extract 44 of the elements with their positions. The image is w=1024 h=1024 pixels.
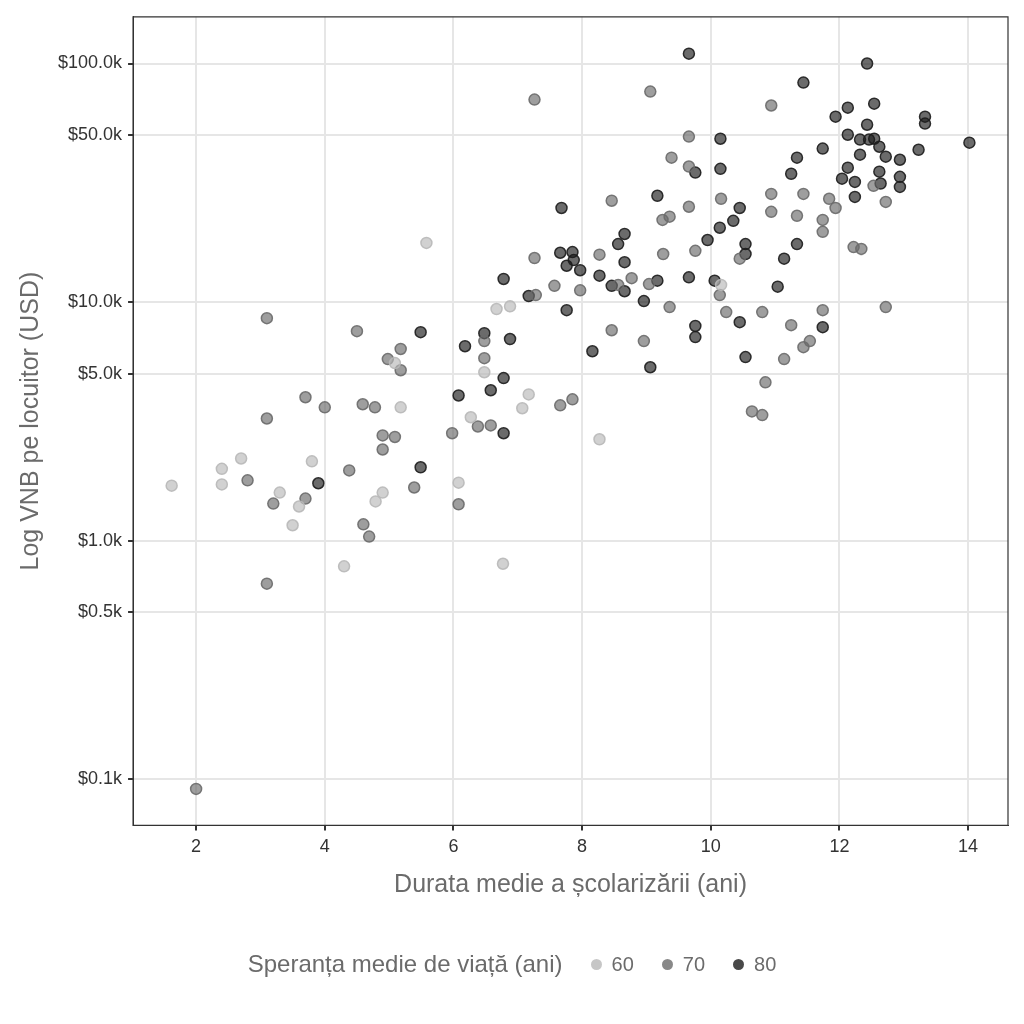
legend-label: 80 bbox=[754, 952, 777, 976]
point bbox=[234, 452, 248, 465]
x-tick-label: 12 bbox=[829, 836, 850, 857]
point bbox=[305, 455, 319, 468]
x-tick-label: 10 bbox=[700, 836, 721, 857]
y-tick-label: $10.0k bbox=[68, 291, 124, 312]
point bbox=[337, 560, 351, 573]
y-tick-label: $0.5k bbox=[78, 601, 124, 622]
point bbox=[452, 476, 465, 489]
point bbox=[503, 300, 517, 313]
y-axis-title: Log VNB pe locuitor (USD) bbox=[14, 271, 43, 571]
point bbox=[593, 433, 606, 446]
legend-title: Speranța medie de viață (ani) bbox=[247, 950, 563, 978]
y-tick-label: $100.0k bbox=[57, 52, 124, 73]
x-tick-label: 8 bbox=[577, 836, 588, 857]
x-tick-label: 14 bbox=[958, 836, 979, 857]
point bbox=[215, 462, 229, 476]
point bbox=[420, 236, 433, 250]
point bbox=[273, 486, 286, 499]
x-tick-label: 6 bbox=[448, 836, 459, 857]
point bbox=[516, 401, 529, 415]
legend-label: 60 bbox=[611, 952, 634, 976]
x-tick-label: 2 bbox=[191, 836, 202, 857]
y-tick-label: $5.0k bbox=[78, 362, 124, 383]
y-tick-label: $1.0k bbox=[78, 529, 124, 550]
point bbox=[292, 500, 306, 513]
point bbox=[522, 388, 535, 401]
point bbox=[369, 495, 382, 508]
point bbox=[464, 411, 478, 424]
point bbox=[490, 302, 503, 316]
point bbox=[376, 486, 389, 499]
point bbox=[215, 478, 229, 491]
point bbox=[714, 278, 728, 292]
point bbox=[394, 401, 407, 414]
legend-label: 70 bbox=[682, 952, 706, 976]
y-tick-label: $50.0k bbox=[68, 124, 124, 145]
x-tick-label: 4 bbox=[319, 836, 330, 857]
point bbox=[165, 479, 178, 492]
point bbox=[286, 518, 299, 532]
x-axis-title: Durata medie a școlarizării (ani) bbox=[394, 868, 747, 897]
point bbox=[388, 356, 402, 370]
y-tick-label: $0.1k bbox=[78, 768, 124, 789]
point bbox=[496, 557, 510, 570]
point bbox=[478, 365, 491, 379]
